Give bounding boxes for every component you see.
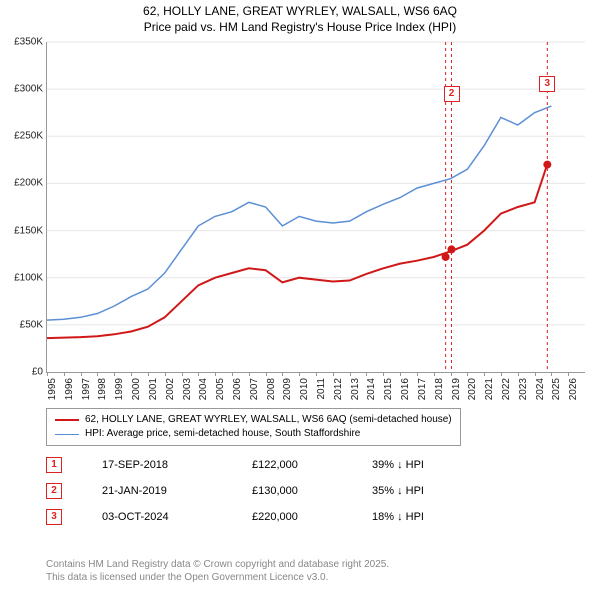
x-axis-tick: 1999: [114, 378, 125, 400]
x-axis-tick: 2008: [266, 378, 277, 400]
x-axis-tick: 2000: [131, 378, 142, 400]
attribution: Contains HM Land Registry data © Crown c…: [46, 558, 389, 584]
sale-hpi-diff: 39% ↓ HPI: [372, 459, 492, 471]
legend-swatch-hpi: [55, 434, 79, 435]
x-axis-tick: 2023: [518, 378, 529, 400]
sales-table: 1 17-SEP-2018 £122,000 39% ↓ HPI 2 21-JAN-201…: [46, 452, 492, 530]
x-axis-tick: 2004: [198, 378, 209, 400]
sale-hpi-diff: 18% ↓ HPI: [372, 511, 492, 523]
sale-marker-label: 3: [539, 76, 555, 92]
sale-date: 21-JAN-2019: [102, 485, 212, 497]
legend-swatch-price: [55, 419, 79, 421]
x-axis-tick: 2011: [316, 378, 327, 400]
x-axis-tick: 2013: [350, 378, 361, 400]
legend-row-hpi: HPI: Average price, semi-detached house,…: [55, 427, 452, 441]
sale-date: 03-OCT-2024: [102, 511, 212, 523]
x-axis-tick: 2010: [299, 378, 310, 400]
y-axis-tick: £350K: [14, 37, 43, 48]
sale-price: £220,000: [252, 511, 332, 523]
x-axis-tick: 1997: [81, 378, 92, 400]
legend-label-price: 62, HOLLY LANE, GREAT WYRLEY, WALSALL, W…: [85, 413, 452, 427]
sale-index-badge: 1: [46, 457, 62, 473]
x-axis-tick: 1998: [97, 378, 108, 400]
legend-row-price: 62, HOLLY LANE, GREAT WYRLEY, WALSALL, W…: [55, 413, 452, 427]
legend-label-hpi: HPI: Average price, semi-detached house,…: [85, 427, 360, 441]
y-axis-tick: £100K: [14, 272, 43, 283]
sale-row: 2 21-JAN-2019 £130,000 35% ↓ HPI: [46, 478, 492, 504]
x-axis-tick: 1996: [64, 378, 75, 400]
y-axis-tick: £200K: [14, 178, 43, 189]
y-axis-tick: £0: [32, 367, 43, 378]
x-axis-tick: 1995: [47, 378, 58, 400]
x-axis-tick: 2006: [232, 378, 243, 400]
x-axis-tick: 2025: [551, 378, 562, 400]
attribution-line2: This data is licensed under the Open Gov…: [46, 571, 389, 584]
chart-plot-area: £0£50K£100K£150K£200K£250K£300K£350K 199…: [46, 42, 585, 373]
x-axis-tick: 2003: [182, 378, 193, 400]
x-axis-tick: 2015: [383, 378, 394, 400]
x-axis-tick: 2012: [333, 378, 344, 400]
x-axis-tick: 2005: [215, 378, 226, 400]
x-axis-tick: 2002: [165, 378, 176, 400]
chart-title: 62, HOLLY LANE, GREAT WYRLEY, WALSALL, W…: [0, 0, 600, 37]
x-axis-tick: 2021: [484, 378, 495, 400]
sale-index-badge: 3: [46, 509, 62, 525]
title-line2: Price paid vs. HM Land Registry's House …: [0, 20, 600, 36]
y-axis-tick: £150K: [14, 225, 43, 236]
x-axis-tick: 2009: [282, 378, 293, 400]
x-axis-tick: 2024: [535, 378, 546, 400]
x-axis-tick: 2018: [434, 378, 445, 400]
y-axis-tick: £300K: [14, 84, 43, 95]
sale-date: 17-SEP-2018: [102, 459, 212, 471]
sale-price: £122,000: [252, 459, 332, 471]
chart-svg: [47, 42, 585, 372]
sale-index-badge: 2: [46, 483, 62, 499]
y-axis-tick: £250K: [14, 131, 43, 142]
x-axis-tick: 2016: [400, 378, 411, 400]
sale-row: 1 17-SEP-2018 £122,000 39% ↓ HPI: [46, 452, 492, 478]
attribution-line1: Contains HM Land Registry data © Crown c…: [46, 558, 389, 571]
sale-row: 3 03-OCT-2024 £220,000 18% ↓ HPI: [46, 504, 492, 530]
x-axis-tick: 2019: [451, 378, 462, 400]
title-line1: 62, HOLLY LANE, GREAT WYRLEY, WALSALL, W…: [0, 4, 600, 20]
x-axis-tick: 2020: [467, 378, 478, 400]
sale-hpi-diff: 35% ↓ HPI: [372, 485, 492, 497]
x-axis-tick: 2026: [568, 378, 579, 400]
x-axis-tick: 2001: [148, 378, 159, 400]
sale-marker-label: 2: [444, 86, 460, 102]
x-axis-tick: 2014: [366, 378, 377, 400]
x-axis-tick: 2007: [249, 378, 260, 400]
sale-price: £130,000: [252, 485, 332, 497]
x-axis-tick: 2017: [417, 378, 428, 400]
x-axis-tick: 2022: [501, 378, 512, 400]
y-axis-tick: £50K: [20, 319, 43, 330]
legend: 62, HOLLY LANE, GREAT WYRLEY, WALSALL, W…: [46, 408, 461, 446]
